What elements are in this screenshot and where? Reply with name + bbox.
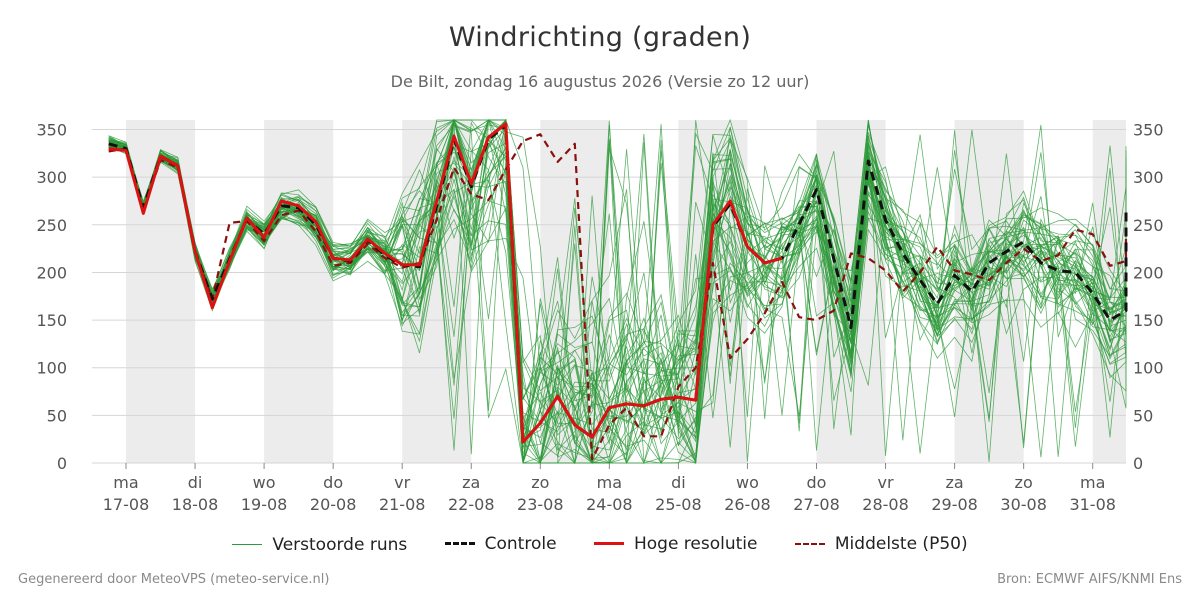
x-tick-day: do <box>807 473 827 492</box>
ensemble-member-line <box>108 119 1127 464</box>
ensemble-member-line <box>108 119 1127 465</box>
x-tick-date: 24-08 <box>586 495 633 514</box>
legend-label-control: Controle <box>484 533 557 554</box>
y-tick-left: 100 <box>36 359 67 378</box>
x-tick-date: 17-08 <box>103 495 150 514</box>
x-tick-day: zo <box>1015 473 1033 492</box>
y-tick-right: 50 <box>1133 406 1153 425</box>
x-tick-day: vr <box>394 473 410 492</box>
legend-label-median: Middelste (P50) <box>834 534 968 554</box>
legend-item-high-resolution: Hoge resolutie <box>593 533 758 554</box>
x-tick-date: 21-08 <box>379 495 426 514</box>
legend-swatch-control <box>444 542 475 545</box>
ensemble-member-line <box>108 119 1127 464</box>
legend-label-high-resolution: Hoge resolutie <box>633 533 758 554</box>
y-tick-right: 100 <box>1133 359 1164 378</box>
x-tick-day: ma <box>1080 473 1105 492</box>
y-tick-right: 350 <box>1133 121 1164 140</box>
x-tick-date: 28-08 <box>862 495 909 514</box>
x-tick-day: do <box>323 473 343 492</box>
y-tick-right: 150 <box>1133 311 1164 330</box>
x-tick-date: 20-08 <box>310 495 357 514</box>
y-tick-right: 0 <box>1133 454 1143 473</box>
ensemble-member-line <box>108 119 1127 464</box>
x-tick-day: vr <box>878 473 894 492</box>
x-tick-day: ma <box>597 473 622 492</box>
ensemble-member-line <box>108 119 1127 451</box>
legend-item-control: Controle <box>444 533 557 554</box>
series-line-control <box>108 124 1128 444</box>
legend-swatch-high-resolution <box>593 542 624 545</box>
x-axis: ma 17-08 di 18-08 wo 19-08 do 20-08 vr 21-08 za 22-… <box>103 463 1116 514</box>
y-tick-left: 50 <box>47 406 67 425</box>
y-tick-right: 250 <box>1133 216 1164 235</box>
x-tick-date: 27-08 <box>793 495 840 514</box>
y-tick-left: 150 <box>36 311 67 330</box>
deterministic-lines <box>108 122 1128 461</box>
legend-swatch-median <box>794 543 825 545</box>
legend-item-median: Middelste (P50) <box>794 534 968 554</box>
x-tick-day: di <box>188 473 203 492</box>
legend-item-ensemble: Verstoorde runs <box>232 535 407 555</box>
x-tick-day: ma <box>113 473 138 492</box>
x-tick-date: 23-08 <box>517 495 564 514</box>
y-tick-right: 200 <box>1133 263 1164 282</box>
footer-source: Bron: ECMWF AIFS/KNMI Ens <box>997 572 1182 587</box>
x-tick-date: 19-08 <box>241 495 288 514</box>
x-tick-date: 25-08 <box>655 495 702 514</box>
x-tick-date: 30-08 <box>1000 495 1047 514</box>
chart-subtitle: De Bilt, zondag 16 augustus 2026 (Versie… <box>390 72 810 91</box>
chart-title: Windrichting (graden) <box>448 22 752 53</box>
y-axis-right: 0 50 100 150 200 250 300 350 <box>1133 121 1164 473</box>
y-axis-left: 0 50 100 150 200 250 300 350 <box>36 121 67 473</box>
weekend-band-0 <box>126 120 196 463</box>
x-tick-day: za <box>462 473 480 492</box>
ensemble-member-line <box>108 119 1127 465</box>
x-tick-date: 29-08 <box>931 495 978 514</box>
y-tick-left: 350 <box>36 121 67 140</box>
x-tick-day: za <box>945 473 963 492</box>
legend-label-ensemble: Verstoorde runs <box>272 534 408 555</box>
x-tick-day: di <box>671 473 686 492</box>
ensemble-member-line <box>108 118 1127 464</box>
y-tick-left: 200 <box>36 263 67 282</box>
ensemble-member-line <box>108 126 1127 464</box>
series-line-high-resolution <box>108 122 783 444</box>
y-tick-left: 250 <box>36 216 67 235</box>
ensemble-members <box>108 118 1127 465</box>
weekend-band-1 <box>264 120 334 463</box>
y-tick-right: 300 <box>1133 168 1164 187</box>
y-tick-left: 0 <box>57 454 67 473</box>
ensemble-member-line <box>108 119 1127 464</box>
legend: Verstoorde runs Controle Hoge resolutie … <box>0 530 1200 555</box>
ensemble-member-line <box>108 134 1127 464</box>
y-tick-left: 300 <box>36 168 67 187</box>
ensemble-member-line <box>108 139 1127 464</box>
footer-generated-by: Gegenereerd door MeteoVPS (meteo-service… <box>18 572 330 587</box>
x-tick-day: zo <box>531 473 549 492</box>
x-tick-date: 26-08 <box>724 495 771 514</box>
x-tick-date: 31-08 <box>1069 495 1116 514</box>
x-tick-date: 22-08 <box>448 495 495 514</box>
x-tick-day: wo <box>253 473 276 492</box>
x-tick-day: wo <box>736 473 759 492</box>
x-tick-date: 18-08 <box>172 495 219 514</box>
ensemble-member-line <box>108 127 1127 446</box>
legend-swatch-ensemble <box>232 544 263 545</box>
